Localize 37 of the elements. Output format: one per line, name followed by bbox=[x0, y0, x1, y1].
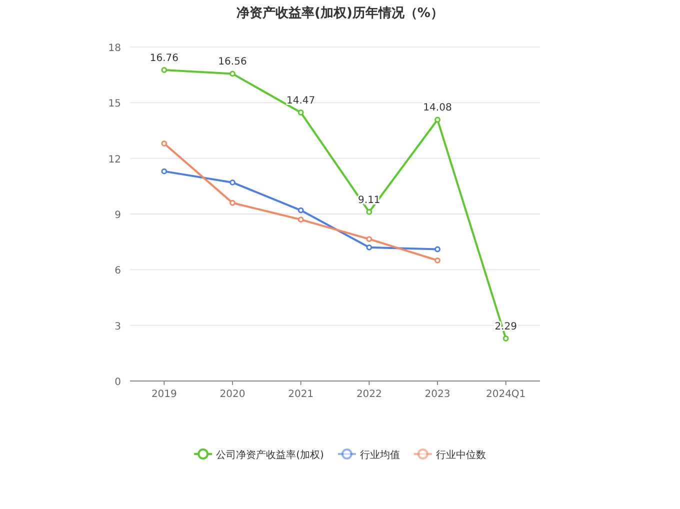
legend-label: 公司净资产收益率(加权) bbox=[216, 449, 324, 461]
point bbox=[298, 216, 304, 223]
legend-label: 行业中位数 bbox=[436, 449, 486, 461]
legend-label: 行业均值 bbox=[360, 449, 400, 461]
point bbox=[366, 244, 372, 250]
point bbox=[434, 116, 440, 123]
y-tick-label: 12 bbox=[108, 154, 121, 166]
x-tick-label: 2024Q1 bbox=[486, 389, 526, 400]
y-tick-label: 3 bbox=[114, 321, 121, 332]
point bbox=[230, 200, 236, 206]
y-tick-label: 0 bbox=[114, 377, 121, 388]
point bbox=[298, 110, 304, 116]
point bbox=[366, 209, 372, 215]
x-tick-label: 2020 bbox=[220, 389, 246, 400]
x-tick-label: 2023 bbox=[424, 389, 450, 400]
point bbox=[161, 67, 168, 73]
data-label: 16.56 bbox=[218, 56, 247, 68]
point bbox=[366, 236, 372, 242]
point bbox=[230, 180, 236, 186]
point bbox=[161, 168, 168, 174]
y-tick-label: 15 bbox=[108, 98, 121, 110]
x-tick-label: 2021 bbox=[288, 389, 314, 400]
x-tick-label: 2019 bbox=[151, 389, 177, 400]
y-tick-label: 9 bbox=[114, 210, 121, 221]
data-label: 14.08 bbox=[423, 102, 452, 114]
point bbox=[434, 257, 440, 264]
data-label: 14.47 bbox=[286, 96, 316, 106]
y-tick-label: 6 bbox=[114, 266, 121, 277]
point bbox=[434, 246, 440, 252]
chart-title: 净资产收益率(加权)历年情况（%） bbox=[236, 5, 444, 21]
x-tick-label: 2022 bbox=[356, 389, 382, 400]
point bbox=[230, 70, 236, 77]
point bbox=[298, 207, 304, 214]
point bbox=[161, 140, 168, 146]
y-tick-label: 18 bbox=[108, 43, 121, 54]
data-label: 16.76 bbox=[150, 53, 178, 64]
point bbox=[502, 336, 509, 342]
